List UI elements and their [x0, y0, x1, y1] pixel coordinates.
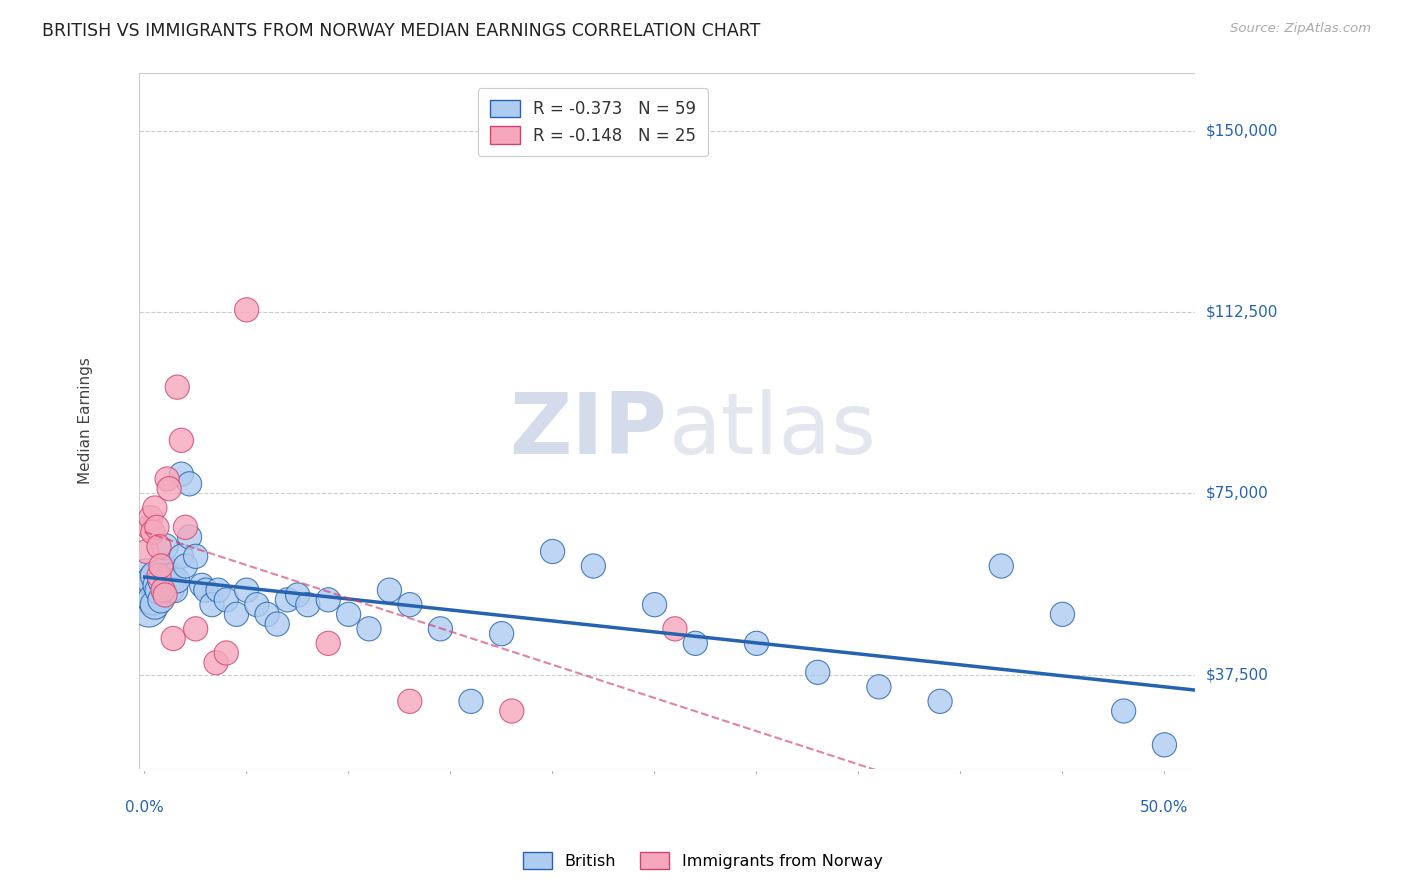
Point: [162, 568, 184, 582]
Point: [135, 544, 157, 558]
Point: [152, 559, 174, 574]
Point: [398, 598, 420, 612]
Point: [139, 583, 162, 598]
Point: [337, 607, 360, 622]
Point: [266, 617, 288, 632]
Point: [541, 544, 564, 558]
Point: [152, 583, 174, 598]
Point: [170, 434, 193, 448]
Point: [156, 574, 179, 588]
Text: Source: ZipAtlas.com: Source: ZipAtlas.com: [1230, 22, 1371, 36]
Point: [184, 622, 207, 636]
Point: [135, 574, 157, 588]
Point: [1052, 607, 1074, 622]
Point: [165, 583, 187, 598]
Point: [235, 583, 257, 598]
Point: [685, 636, 707, 650]
Point: [215, 592, 238, 607]
Point: [174, 559, 197, 574]
Point: [179, 476, 201, 491]
Point: [745, 636, 768, 650]
Point: [146, 578, 169, 592]
Point: [170, 467, 193, 482]
Point: [174, 520, 197, 534]
Point: [1153, 738, 1175, 752]
Point: [429, 622, 451, 636]
Point: [297, 598, 319, 612]
Point: [868, 680, 890, 694]
Point: [398, 694, 420, 708]
Point: [146, 520, 169, 534]
Point: [644, 598, 666, 612]
Point: [156, 472, 179, 486]
Point: [149, 559, 172, 574]
Point: [807, 665, 830, 680]
Point: [929, 694, 952, 708]
Point: [148, 568, 170, 582]
Legend: R = -0.373   N = 59, R = -0.148   N = 25: R = -0.373 N = 59, R = -0.148 N = 25: [478, 88, 707, 156]
Point: [582, 559, 605, 574]
Point: [143, 568, 166, 582]
Point: [153, 540, 176, 554]
Point: [148, 583, 170, 598]
Point: [138, 520, 160, 534]
Point: [149, 592, 172, 607]
Point: [143, 598, 166, 612]
Point: [246, 598, 269, 612]
Point: [142, 592, 165, 607]
Legend: British, Immigrants from Norway: British, Immigrants from Norway: [517, 846, 889, 875]
Point: [990, 559, 1012, 574]
Point: [205, 656, 228, 670]
Text: BRITISH VS IMMIGRANTS FROM NORWAY MEDIAN EARNINGS CORRELATION CHART: BRITISH VS IMMIGRANTS FROM NORWAY MEDIAN…: [42, 22, 761, 40]
Point: [153, 588, 176, 602]
Point: [225, 607, 247, 622]
Point: [378, 583, 401, 598]
Point: [491, 626, 513, 640]
Point: [148, 540, 170, 554]
Text: 0.0%: 0.0%: [125, 799, 165, 814]
Point: [194, 583, 217, 598]
Point: [138, 588, 160, 602]
Point: [191, 578, 214, 592]
Point: [207, 583, 229, 598]
Point: [170, 549, 193, 564]
Point: [142, 525, 165, 540]
Point: [256, 607, 278, 622]
Text: ZIP: ZIP: [509, 389, 666, 472]
Text: $75,000: $75,000: [1206, 486, 1268, 501]
Point: [215, 646, 238, 660]
Point: [664, 622, 686, 636]
Text: $37,500: $37,500: [1206, 667, 1270, 682]
Point: [142, 574, 165, 588]
Point: [235, 302, 257, 317]
Text: atlas: atlas: [669, 389, 877, 472]
Text: Median Earnings: Median Earnings: [79, 358, 93, 484]
Point: [139, 510, 162, 524]
Point: [149, 574, 172, 588]
Point: [201, 598, 224, 612]
Point: [157, 568, 180, 582]
Point: [162, 632, 184, 646]
Point: [157, 482, 180, 496]
Point: [276, 592, 298, 607]
Point: [143, 501, 166, 516]
Point: [1112, 704, 1135, 718]
Point: [287, 588, 309, 602]
Text: $150,000: $150,000: [1206, 123, 1278, 138]
Point: [166, 380, 188, 394]
Point: [138, 602, 160, 616]
Point: [160, 583, 183, 598]
Point: [316, 592, 339, 607]
Point: [501, 704, 523, 718]
Text: 50.0%: 50.0%: [1140, 799, 1188, 814]
Point: [184, 549, 207, 564]
Point: [357, 622, 380, 636]
Point: [460, 694, 482, 708]
Point: [179, 530, 201, 544]
Text: $112,500: $112,500: [1206, 305, 1278, 319]
Point: [316, 636, 339, 650]
Point: [166, 574, 188, 588]
